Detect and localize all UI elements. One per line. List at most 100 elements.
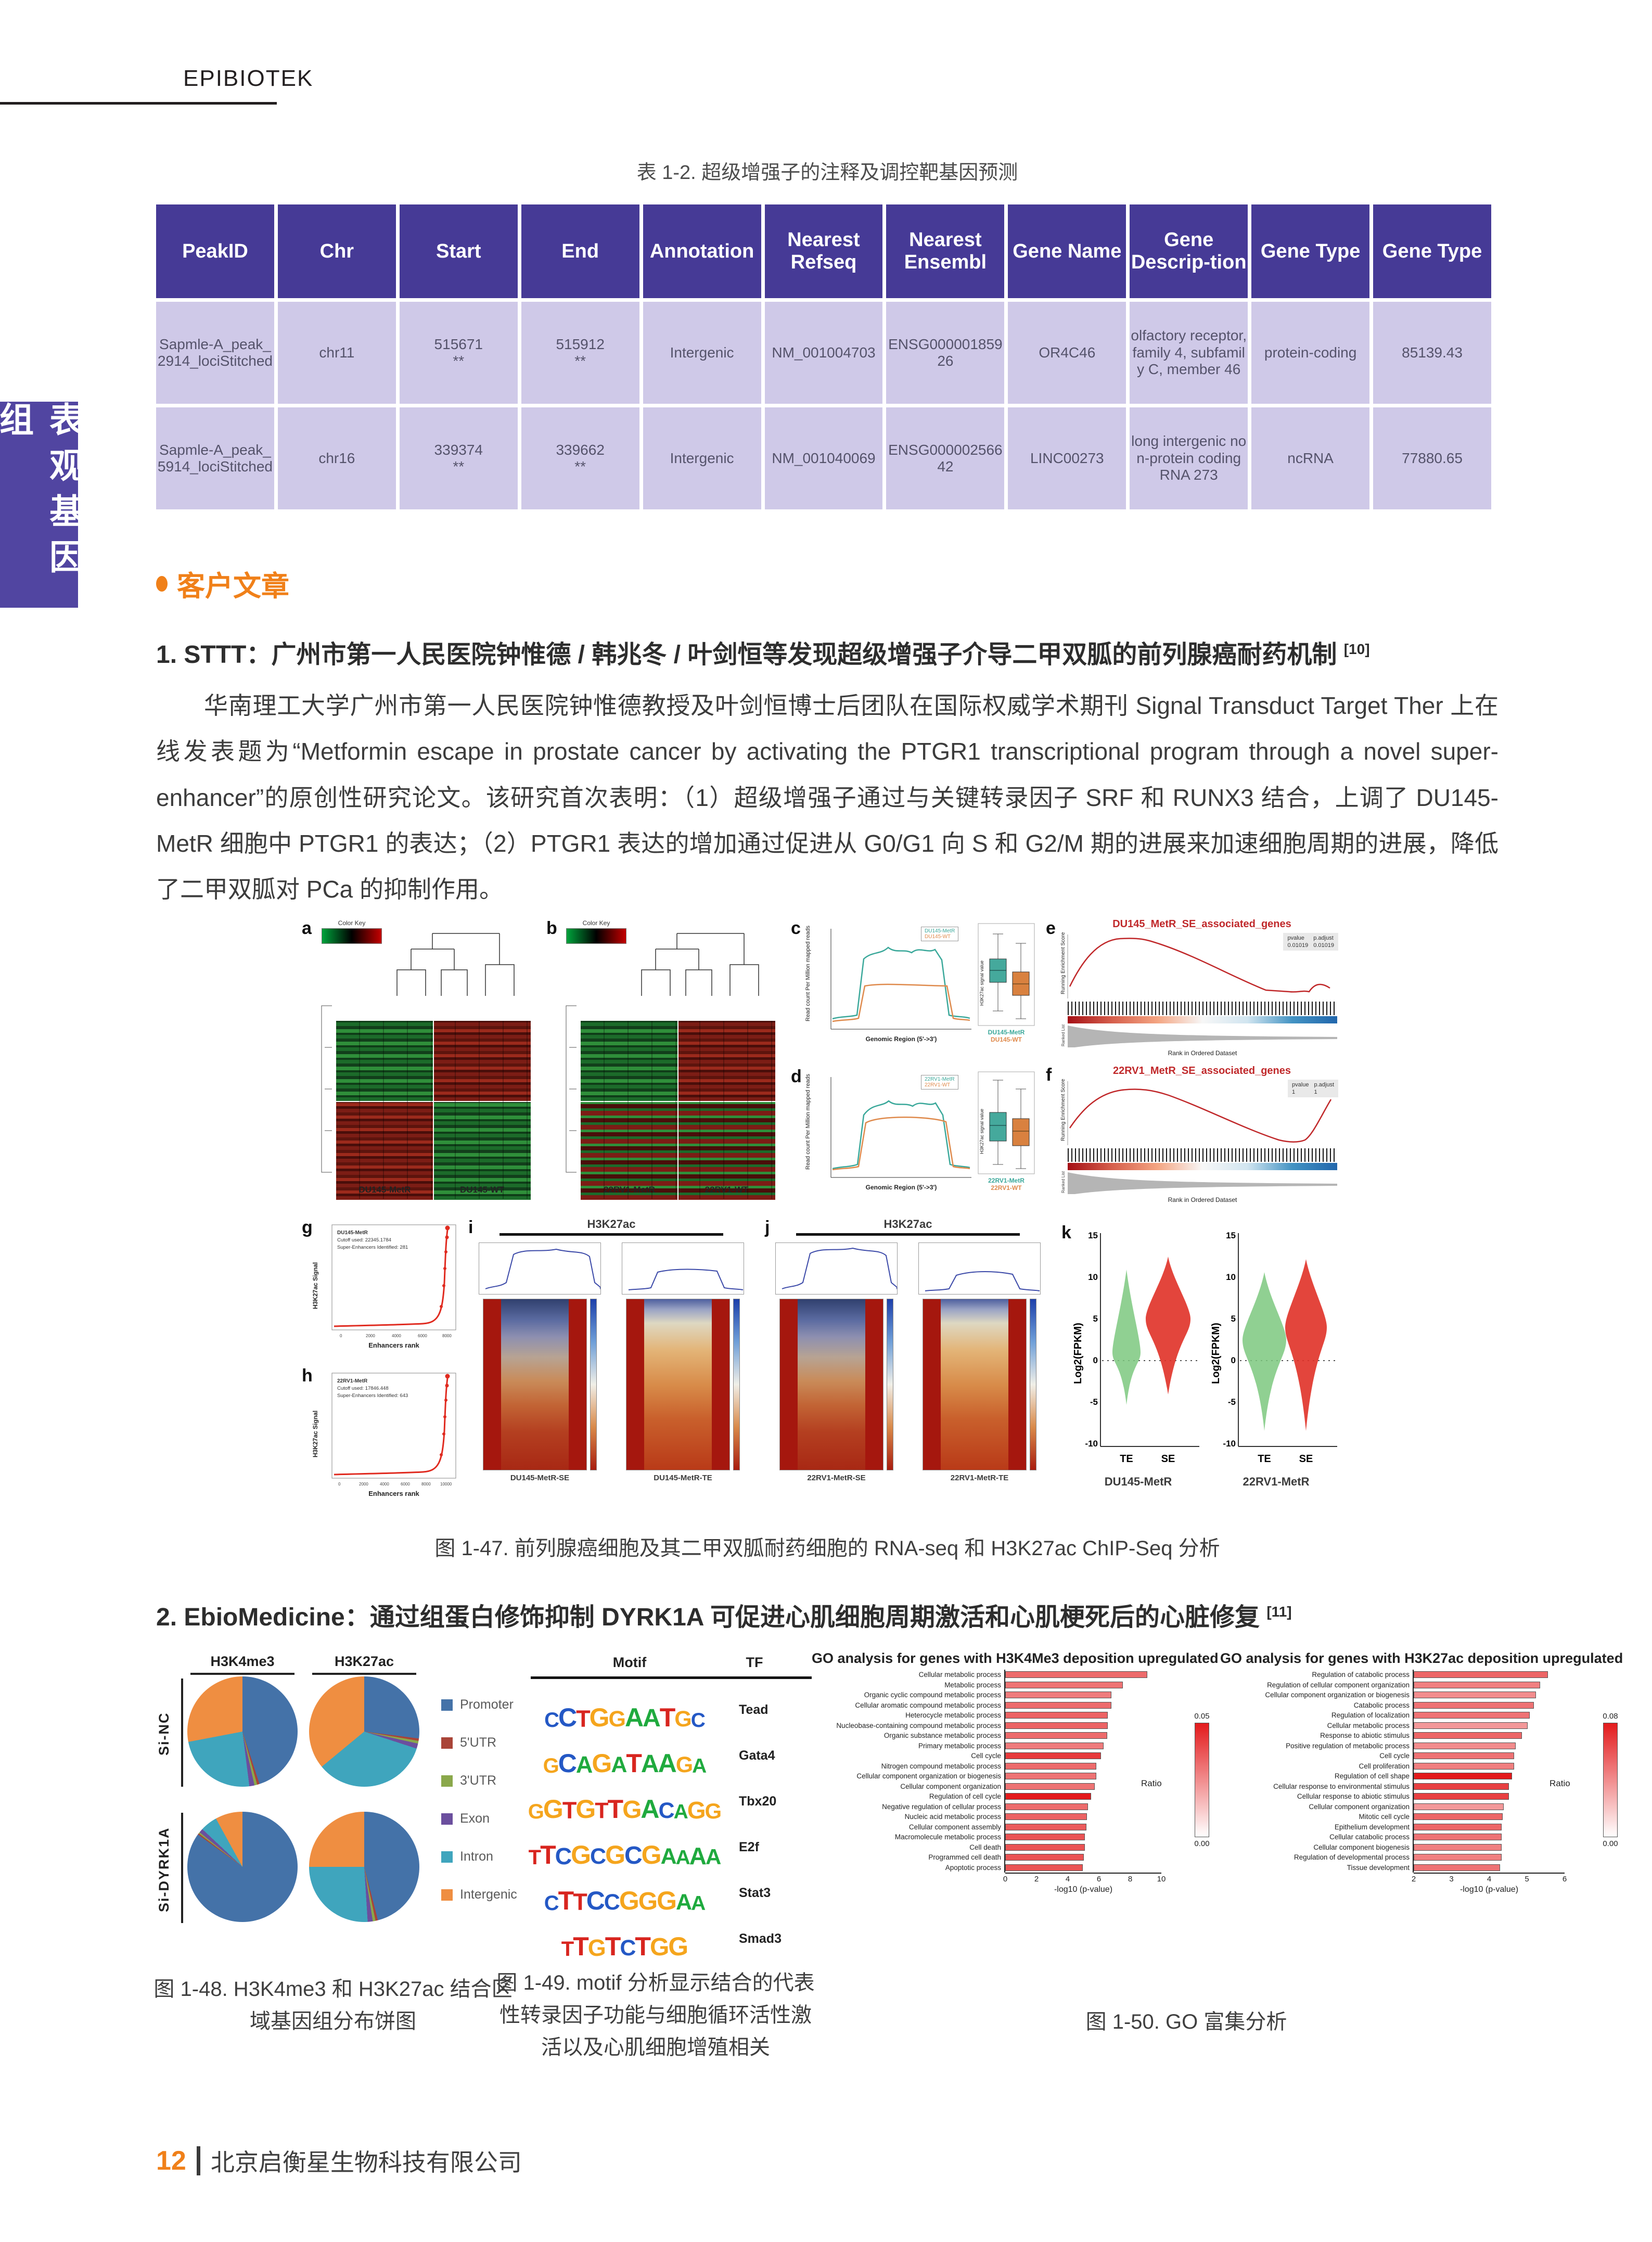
svg-text:-5: -5	[1090, 1397, 1098, 1407]
go-bar-row: Apoptotic process	[812, 1862, 1171, 1873]
motif-header: Motif	[612, 1655, 647, 1670]
go-bar-row: Mitotic cell cycle	[1220, 1812, 1574, 1822]
go-bar-row: Primary metabolic process	[812, 1740, 1171, 1751]
company-name: 北京启衡星生物科技有限公司	[210, 2149, 522, 2176]
page-number: 12	[156, 2146, 186, 2176]
col-gene-name: Gene Name	[1008, 204, 1126, 298]
figure-1-47: a Color Key DU145-MetR DU145-WT b Color …	[302, 918, 1342, 1509]
legend-5utr: 5'UTR	[441, 1735, 517, 1750]
motif-letter: A	[673, 1800, 688, 1823]
motif-letter: C	[558, 1749, 577, 1778]
dendrogram	[641, 933, 759, 996]
svg-text:Read count Per Million mapped: Read count Per Million mapped reads	[805, 1073, 811, 1170]
tf-stat3: Stat3	[739, 1886, 771, 1900]
go-bar-row: Catabolic process	[1220, 1700, 1574, 1710]
svg-text:2000: 2000	[366, 1334, 375, 1338]
motif-letter: T	[607, 1795, 624, 1824]
chip-colorbar	[887, 1299, 893, 1470]
motif-letter: T	[540, 1840, 556, 1869]
motif-letter: C	[604, 1890, 620, 1915]
read-profile-plot: Read count Per Million mapped reads Geno…	[805, 1073, 971, 1191]
go-legend-right: 0.08 0.00 Ratio	[1549, 1712, 1618, 1848]
motif-letter: G	[543, 1754, 559, 1777]
tf-gata4: Gata4	[739, 1748, 775, 1763]
go-bar-row: Tissue development	[1220, 1862, 1574, 1873]
gsea-title: 22RV1_MetR_SE_associated_genes	[1112, 1065, 1291, 1077]
motif-letter: G	[605, 1840, 625, 1869]
chip-profile	[775, 1242, 898, 1295]
chip-colorbar	[733, 1299, 740, 1470]
motif-letter: T	[576, 1705, 590, 1732]
go-bar-row: Positive regulation of metabolic process	[1220, 1740, 1574, 1751]
svg-text:10: 10	[1226, 1272, 1236, 1282]
motif-letter: G	[622, 1796, 642, 1824]
panel-f-gsea: f 22RV1_MetR_SE_associated_genes pvalue p…	[1046, 1065, 1342, 1207]
go-bar-row: Cellular component organization or bioge…	[1220, 1690, 1574, 1700]
ranked-list-metric: Ranked List Metric	[1061, 1024, 1337, 1047]
table-title: 表 1-2. 超级增强子的注释及调控靶基因预测	[636, 162, 1018, 184]
col-chr: Chr	[277, 204, 396, 298]
col-annotation: Annotation	[643, 204, 761, 298]
svg-text:Super-Enhancers Identified: 28: Super-Enhancers Identified: 281	[337, 1245, 408, 1250]
go-bar-row: Macromolecule metabolic process	[812, 1832, 1171, 1842]
go-axis	[1414, 1873, 1565, 1874]
svg-text:10000: 10000	[440, 1482, 452, 1487]
row-rule	[181, 1679, 183, 1787]
svg-text:22RV1-MetR: 22RV1-MetR	[337, 1378, 368, 1384]
motif-letter: G	[608, 1707, 626, 1732]
gsea-curve: Running Enrichment Score	[1060, 932, 1330, 998]
chip-title: H3K27ac	[500, 1218, 723, 1236]
panel-c-profile: c Read count Per Million mapped reads Ge…	[791, 918, 1035, 1061]
chip-colorbar	[1030, 1299, 1036, 1470]
header-rule	[0, 102, 277, 105]
svg-text:H3K27ac signal value: H3K27ac signal value	[979, 960, 984, 1006]
color-key: Color Key	[566, 919, 626, 944]
panel-j-chip-heatmaps: j H3K27ac 22RV1-MetR-SE 22RV1-MetR-TE	[765, 1218, 1051, 1509]
svg-text:15: 15	[1088, 1231, 1098, 1240]
dendrogram	[396, 933, 515, 996]
motif-letter: G	[575, 1795, 596, 1824]
svg-text:Cutoff used: 17846.448: Cutoff used: 17846.448	[337, 1386, 389, 1391]
super-enhancer-table: PeakID Chr Start End Annotation Nearest …	[152, 201, 1495, 513]
go-bar-row: Cellular metabolic process	[812, 1670, 1171, 1680]
chip-heatmap	[483, 1299, 587, 1470]
pie-row-si-nc: Si-NC	[156, 1712, 172, 1756]
pie-si-dyrk1a-h3k27ac	[309, 1812, 419, 1922]
go-bar-row: Regulation of cell cycle	[812, 1791, 1171, 1802]
chip-col-se: 22RV1-MetR-SE	[770, 1242, 903, 1482]
motif-letter: T	[605, 1932, 621, 1961]
go-bar-row: Cellular component organization	[812, 1781, 1171, 1791]
profile-legend: 22RV1-MetR 22RV1-WT	[921, 1075, 958, 1090]
gsea-rank-gradient	[1068, 1016, 1337, 1023]
go-bar-row: Nucleobase-containing compound metabolic…	[812, 1720, 1171, 1731]
chip-profile	[622, 1242, 744, 1295]
motif-letter: A	[641, 1750, 659, 1778]
go-axis	[1005, 1873, 1161, 1874]
tf-e2f: E2f	[739, 1840, 759, 1854]
go-xlabel: -log10 (p-value)	[1054, 1885, 1113, 1894]
section-customer-articles: 客户文章	[156, 563, 289, 604]
motif-letter: A	[675, 1846, 690, 1869]
go-bar-row: Cell death	[812, 1842, 1171, 1852]
motif-letter: T	[626, 1749, 642, 1778]
footer-divider	[196, 2146, 200, 2175]
tf-header: TF	[746, 1655, 763, 1670]
chip-col-te: 22RV1-MetR-TE	[913, 1242, 1046, 1482]
go-bar-row: Nitrogen compound metabolic process	[812, 1761, 1171, 1771]
article1-heading: 1. STTT：广州市第一人民医院钟惟德 / 韩兆冬 / 叶剑恒等发现超级增强子…	[156, 641, 1370, 669]
svg-text:Cutoff used: 22345.1784: Cutoff used: 22345.1784	[337, 1237, 391, 1243]
svg-text:-5: -5	[1228, 1397, 1236, 1407]
color-key-gradient	[566, 928, 626, 944]
motif-letter: C	[620, 1936, 636, 1961]
motif-letter: C	[590, 1844, 606, 1869]
gsea-title: DU145_MetR_SE_associated_genes	[1112, 918, 1291, 930]
violin-du145: 15 10 5 0 -5 -10 Log2(FPKM) TE SE DU145-…	[1072, 1228, 1205, 1489]
motif-letter: C	[658, 1798, 675, 1824]
go-chart-h3k27ac: GO analysis for genes with H3K27ac depos…	[1220, 1650, 1623, 1894]
col-start: Start	[399, 204, 518, 298]
motif-letter: G	[528, 1800, 544, 1823]
pie-row-si-dyrk1a: Si-DYRK1A	[156, 1827, 172, 1912]
svg-text:Ranked List Metric: Ranked List Metric	[1061, 1171, 1066, 1193]
